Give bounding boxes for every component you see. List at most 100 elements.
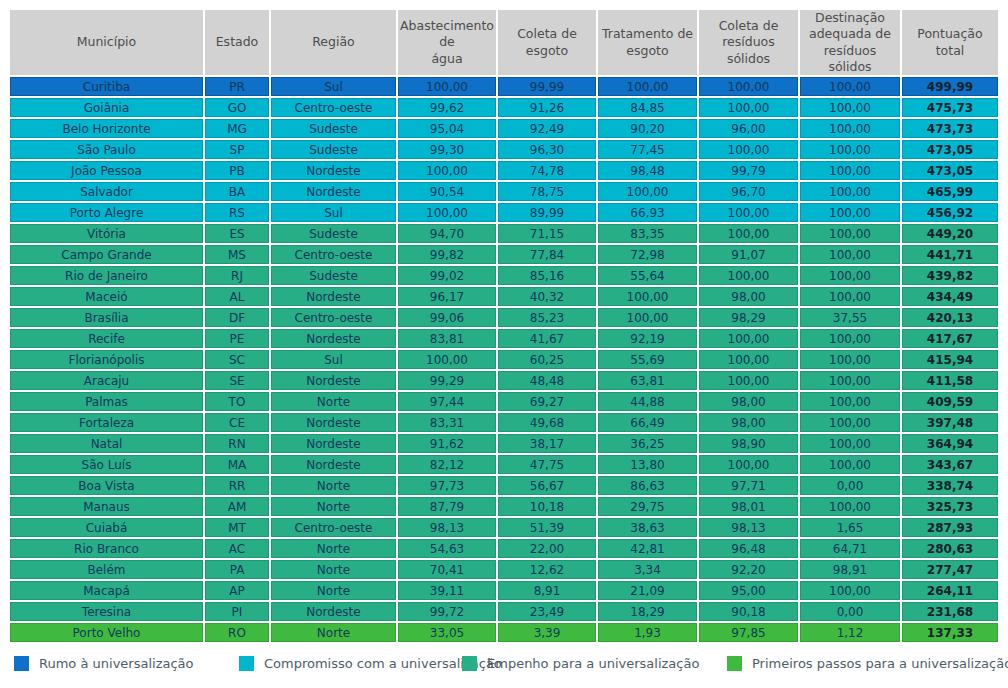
table-cell: 55,69 bbox=[598, 350, 697, 369]
table-cell: 98,90 bbox=[699, 434, 798, 453]
table-cell: Brasília bbox=[10, 308, 203, 327]
table-cell: AP bbox=[205, 581, 269, 600]
table-row: BrasíliaDFCentro-oeste99,0685,23100,0098… bbox=[10, 308, 998, 327]
table-cell: Nordeste bbox=[271, 413, 396, 432]
table-cell: 100,00 bbox=[598, 287, 697, 306]
table-cell: 3,34 bbox=[598, 560, 697, 579]
table-cell: 92,20 bbox=[699, 560, 798, 579]
table-cell: 0,00 bbox=[800, 602, 900, 621]
table-cell: 36,25 bbox=[598, 434, 697, 453]
table-row: ManausAMNorte87,7910,1829,7598,01100,003… bbox=[10, 497, 998, 516]
table-cell: 100,00 bbox=[800, 203, 900, 222]
table-cell: 100,00 bbox=[699, 203, 798, 222]
table-cell: 64,71 bbox=[800, 539, 900, 558]
total-score-cell: 439,82 bbox=[902, 266, 998, 285]
legend-color-swatch bbox=[14, 656, 29, 671]
table-header-row: MunicípioEstadoRegiãoAbastecimento de ág… bbox=[10, 10, 998, 75]
table-cell: 74,78 bbox=[498, 161, 596, 180]
column-header: Estado bbox=[205, 10, 269, 75]
table-cell: Nordeste bbox=[271, 329, 396, 348]
total-score-cell: 364,94 bbox=[902, 434, 998, 453]
table-cell: MA bbox=[205, 455, 269, 474]
table-cell: 98,00 bbox=[699, 413, 798, 432]
table-cell: 96,17 bbox=[398, 287, 496, 306]
table-cell: 100,00 bbox=[699, 329, 798, 348]
table-cell: 98,13 bbox=[398, 518, 496, 537]
table-cell: 100,00 bbox=[598, 77, 697, 96]
table-cell: 60,25 bbox=[498, 350, 596, 369]
table-cell: João Pessoa bbox=[10, 161, 203, 180]
total-score-cell: 449,20 bbox=[902, 224, 998, 243]
table-cell: 100,00 bbox=[800, 98, 900, 117]
table-cell: 99,30 bbox=[398, 140, 496, 159]
table-row: FortalezaCENordeste83,3149,6866,4998,001… bbox=[10, 413, 998, 432]
table-cell: Curitiba bbox=[10, 77, 203, 96]
total-score-cell: 409,59 bbox=[902, 392, 998, 411]
table-cell: 10,18 bbox=[498, 497, 596, 516]
table-cell: 100,00 bbox=[699, 371, 798, 390]
table-cell: 98,13 bbox=[699, 518, 798, 537]
table-cell: Florianópolis bbox=[10, 350, 203, 369]
table-cell: 97,71 bbox=[699, 476, 798, 495]
table-cell: 33,05 bbox=[398, 623, 496, 642]
table-cell: Goiânia bbox=[10, 98, 203, 117]
legend-label: Primeiros passos para a universalização bbox=[752, 656, 1008, 671]
table-cell: 100,00 bbox=[800, 329, 900, 348]
table-cell: 91,62 bbox=[398, 434, 496, 453]
table-cell: 90,20 bbox=[598, 119, 697, 138]
table-row: RecifePENordeste83,8141,6792,19100,00100… bbox=[10, 329, 998, 348]
table-cell: São Luís bbox=[10, 455, 203, 474]
table-cell: AL bbox=[205, 287, 269, 306]
table-cell: São Paulo bbox=[10, 140, 203, 159]
column-header: Coleta de resíduos sólidos bbox=[699, 10, 798, 75]
table-cell: 13,80 bbox=[598, 455, 697, 474]
table-cell: Cuiabá bbox=[10, 518, 203, 537]
table-cell: 39,11 bbox=[398, 581, 496, 600]
table-cell: 100,00 bbox=[398, 77, 496, 96]
table-cell: Palmas bbox=[10, 392, 203, 411]
table-row: MacapáAPNorte39,118,9121,0995,00100,0026… bbox=[10, 581, 998, 600]
table-row: Belo HorizonteMGSudeste95,0492,4990,2096… bbox=[10, 119, 998, 138]
total-score-cell: 137,33 bbox=[902, 623, 998, 642]
table-cell: Manaus bbox=[10, 497, 203, 516]
table-cell: Norte bbox=[271, 392, 396, 411]
table-cell: 98,01 bbox=[699, 497, 798, 516]
table-cell: 100,00 bbox=[800, 182, 900, 201]
table-cell: Macapá bbox=[10, 581, 203, 600]
table-row: SalvadorBANordeste90,5478,75100,0096,701… bbox=[10, 182, 998, 201]
table-cell: 29,75 bbox=[598, 497, 697, 516]
table-row: Rio de JaneiroRJSudeste99,0285,1655,6410… bbox=[10, 266, 998, 285]
table-cell: 96,70 bbox=[699, 182, 798, 201]
table-cell: 47,75 bbox=[498, 455, 596, 474]
total-score-cell: 456,92 bbox=[902, 203, 998, 222]
table-cell: 38,63 bbox=[598, 518, 697, 537]
table-cell: 42,81 bbox=[598, 539, 697, 558]
legend-item-primeiros: Primeiros passos para a universalização bbox=[727, 656, 1008, 671]
total-score-cell: 473,05 bbox=[902, 161, 998, 180]
table-cell: 54,63 bbox=[398, 539, 496, 558]
table-row: GoiâniaGOCentro-oeste99,6291,2684,85100,… bbox=[10, 98, 998, 117]
table-cell: RJ bbox=[205, 266, 269, 285]
total-score-cell: 411,58 bbox=[902, 371, 998, 390]
table-cell: MG bbox=[205, 119, 269, 138]
table-cell: AC bbox=[205, 539, 269, 558]
total-score-cell: 415,94 bbox=[902, 350, 998, 369]
table-cell: ES bbox=[205, 224, 269, 243]
table-cell: 100,00 bbox=[800, 581, 900, 600]
table-cell: 100,00 bbox=[800, 224, 900, 243]
legend-color-swatch bbox=[239, 656, 254, 671]
total-score-cell: 397,48 bbox=[902, 413, 998, 432]
column-header: Pontuação total bbox=[902, 10, 998, 75]
table-cell: 48,48 bbox=[498, 371, 596, 390]
total-score-cell: 343,67 bbox=[902, 455, 998, 474]
table-cell: 99,99 bbox=[498, 77, 596, 96]
total-score-cell: 434,49 bbox=[902, 287, 998, 306]
table-cell: Nordeste bbox=[271, 455, 396, 474]
table-cell: Belém bbox=[10, 560, 203, 579]
table-cell: 82,12 bbox=[398, 455, 496, 474]
table-cell: 71,15 bbox=[498, 224, 596, 243]
table-cell: 77,84 bbox=[498, 245, 596, 264]
table-cell: 69,27 bbox=[498, 392, 596, 411]
table-cell: 100,00 bbox=[800, 434, 900, 453]
table-cell: Centro-oeste bbox=[271, 308, 396, 327]
